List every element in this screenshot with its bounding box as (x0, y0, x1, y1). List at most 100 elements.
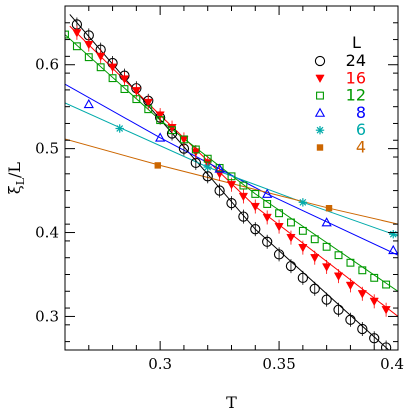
point-L24 (345, 314, 356, 325)
point-L16 (262, 213, 272, 223)
point-L4 (154, 162, 161, 169)
x-tick-label: 0.4 (380, 355, 404, 373)
point-L4 (325, 205, 333, 212)
axis-ticks: 0.3 0.35 0.4 0.3 0.4 0.5 0.6 (35, 6, 404, 373)
point-L24 (202, 171, 213, 182)
point-L24 (214, 185, 225, 196)
point-L12 (203, 154, 212, 163)
point-L16 (238, 192, 249, 202)
legend-label-L6: 6 (356, 120, 366, 139)
legend-marker-L4 (316, 144, 324, 151)
point-L16 (155, 111, 165, 120)
point-L12 (263, 200, 272, 208)
fit-line-L8 (65, 83, 398, 256)
point-L12 (287, 218, 295, 227)
point-L16 (119, 75, 130, 84)
y-tick-label: 0.4 (35, 224, 59, 242)
point-L16 (381, 306, 391, 315)
x-tick-label: 0.3 (148, 355, 172, 373)
y-tick-label: 0.5 (35, 140, 59, 158)
legend-label-L24: 24 (346, 51, 366, 70)
point-L16 (96, 52, 106, 62)
point-L6 (115, 124, 124, 133)
point-L12 (144, 105, 153, 114)
point-L12 (120, 85, 129, 94)
legend-label-L4: 4 (356, 138, 366, 157)
point-L12 (298, 226, 307, 235)
point-L16 (107, 63, 118, 72)
legend-label-L16: 16 (346, 68, 366, 87)
point-L24 (321, 294, 332, 305)
point-L8 (155, 132, 166, 142)
point-L12 (334, 251, 343, 260)
point-L24 (262, 236, 273, 247)
point-L8 (321, 217, 332, 227)
point-L12 (275, 209, 284, 218)
legend-label-L12: 12 (346, 86, 366, 105)
y-tick-label: 0.6 (35, 56, 59, 74)
point-L12 (310, 235, 319, 244)
point-L8 (83, 98, 94, 109)
point-L8 (262, 188, 273, 198)
y-axis-label-sub: L (14, 177, 27, 185)
point-L16 (345, 281, 356, 291)
legend-marker-L24 (314, 55, 326, 67)
point-L24 (369, 333, 380, 344)
point-L12 (84, 53, 93, 62)
point-L16 (226, 181, 237, 190)
point-L16 (274, 223, 284, 232)
point-L6 (298, 198, 308, 207)
fit-line-L4 (65, 138, 398, 225)
legend-marker-L16 (315, 74, 325, 84)
point-L24 (285, 260, 297, 272)
point-L8 (214, 163, 225, 173)
point-L16 (298, 244, 308, 253)
point-L16 (333, 272, 344, 281)
legend-marker-L12 (316, 91, 324, 100)
point-L24 (226, 198, 237, 209)
point-L12 (346, 258, 355, 267)
point-L16 (310, 254, 320, 263)
point-L16 (322, 263, 332, 272)
point-L12 (168, 126, 176, 135)
point-L12 (132, 95, 141, 104)
point-L12 (65, 30, 69, 39)
point-L16 (250, 202, 260, 212)
point-L24 (273, 249, 285, 260)
point-L24 (297, 272, 309, 283)
point-L24 (380, 342, 392, 350)
point-L12 (239, 181, 248, 190)
point-L24 (250, 224, 261, 235)
x-axis-label: T (226, 393, 237, 412)
x-tick-label: 0.35 (262, 355, 295, 373)
point-L16 (357, 290, 367, 299)
point-L24 (238, 211, 249, 222)
point-L16 (131, 87, 141, 96)
point-L6 (203, 162, 212, 172)
point-L16 (167, 124, 177, 133)
point-L12 (227, 172, 236, 181)
legend-marker-L6 (315, 126, 325, 135)
point-L12 (322, 242, 331, 251)
y-axis-label-main: ξ (5, 185, 24, 194)
y-axis-label: ξL/L (5, 162, 27, 195)
point-L12 (358, 266, 367, 275)
point-L12 (156, 116, 165, 125)
point-L16 (143, 98, 153, 108)
point-L6 (389, 230, 398, 239)
point-L12 (179, 135, 188, 144)
legend-label-L8: 8 (356, 103, 366, 122)
point-L12 (251, 189, 260, 198)
y-tick-label: 0.3 (35, 307, 59, 325)
point-L8 (388, 244, 398, 255)
point-L24 (309, 283, 320, 294)
point-L12 (191, 145, 200, 154)
legend-marker-L8 (314, 107, 326, 117)
legend-title: L (352, 33, 361, 52)
data-points (65, 17, 398, 350)
point-L12 (72, 42, 81, 51)
point-L12 (96, 63, 105, 72)
point-L24 (333, 304, 344, 315)
